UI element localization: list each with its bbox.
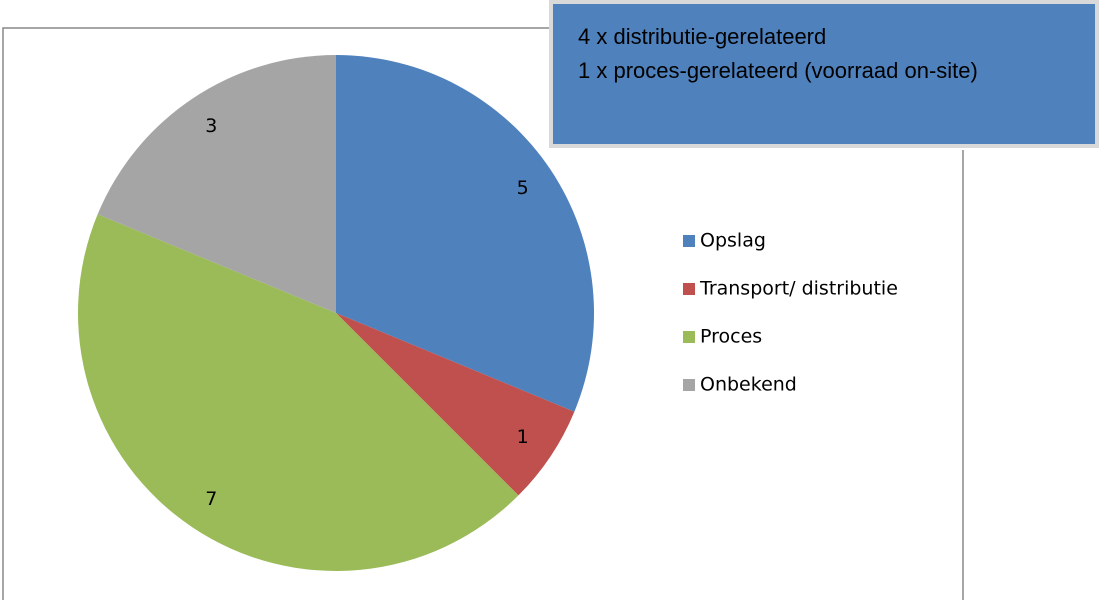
data-label: 3 — [205, 115, 217, 137]
legend-label: Opslag — [700, 230, 766, 252]
annotation-text: 4 x distributie-gerelateerd — [578, 24, 826, 49]
chart-border — [2, 27, 550, 600]
legend-label: Proces — [700, 326, 762, 348]
data-label: 7 — [205, 488, 217, 510]
legend-label: Onbekend — [700, 374, 797, 396]
data-label: 1 — [517, 426, 529, 448]
pie-slice — [97, 55, 336, 313]
legend-swatch — [683, 235, 695, 247]
annotation-box — [549, 0, 1099, 148]
legend-label: Transport/ distributie — [699, 278, 898, 300]
pie-slice — [336, 313, 575, 496]
pie-slice — [78, 214, 519, 571]
data-label: 5 — [517, 177, 529, 199]
legend-swatch — [683, 379, 695, 391]
legend-swatch — [683, 283, 695, 295]
pie-slice — [336, 55, 594, 412]
legend-swatch — [683, 331, 695, 343]
annotation-text: 1 x proces-gerelateerd (voorraad on-site… — [578, 58, 978, 83]
